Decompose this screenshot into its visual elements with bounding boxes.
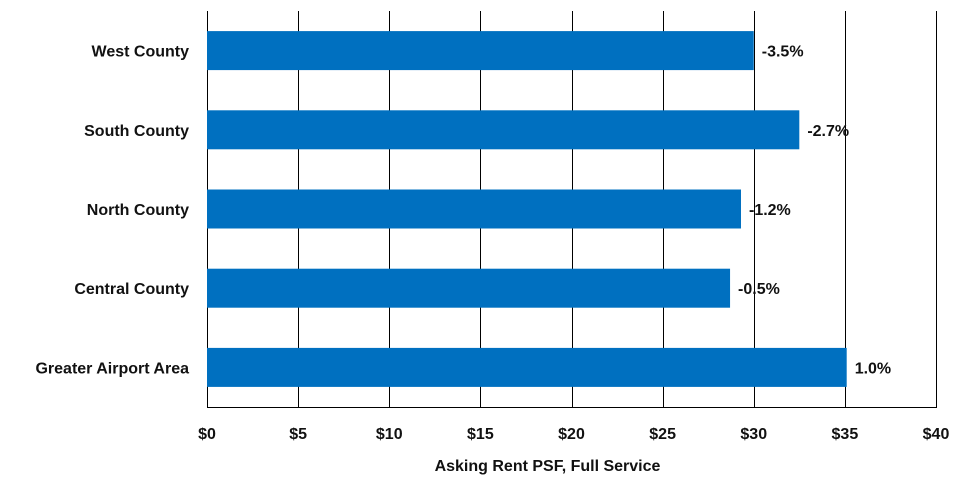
category-label: Greater Airport Area <box>35 360 189 377</box>
bar <box>207 189 741 229</box>
bar <box>207 110 800 150</box>
bar <box>207 268 731 308</box>
data-label: -1.2% <box>749 202 791 219</box>
data-label: -2.7% <box>807 123 849 140</box>
x-tick-label: $30 <box>740 426 767 443</box>
data-labels: -3.5% -2.7% -1.2% -0.5% 1.0% <box>738 44 891 378</box>
bars <box>207 31 847 387</box>
data-label: -0.5% <box>738 281 780 298</box>
x-tick-labels: $0 $5 $10 $15 $20 $25 $30 $35 $40 <box>198 426 949 443</box>
x-tick-label: $35 <box>832 426 859 443</box>
bar <box>207 347 847 387</box>
data-label: -3.5% <box>762 44 804 61</box>
x-axis-title: Asking Rent PSF, Full Service <box>435 458 661 475</box>
category-label: West County <box>92 44 190 61</box>
x-tick-label: $5 <box>289 426 307 443</box>
x-tick-label: $0 <box>198 426 216 443</box>
category-label: North County <box>87 202 189 219</box>
x-tick-label: $15 <box>467 426 494 443</box>
bar <box>207 31 754 71</box>
category-label: South County <box>84 123 189 140</box>
data-label: 1.0% <box>855 360 891 377</box>
x-tick-label: $25 <box>649 426 676 443</box>
category-labels: West County South County North County Centr… <box>35 44 189 378</box>
x-tick-label: $10 <box>376 426 403 443</box>
category-label: Central County <box>74 281 189 298</box>
x-tick-label: $20 <box>558 426 585 443</box>
x-tick-label: $40 <box>923 426 950 443</box>
